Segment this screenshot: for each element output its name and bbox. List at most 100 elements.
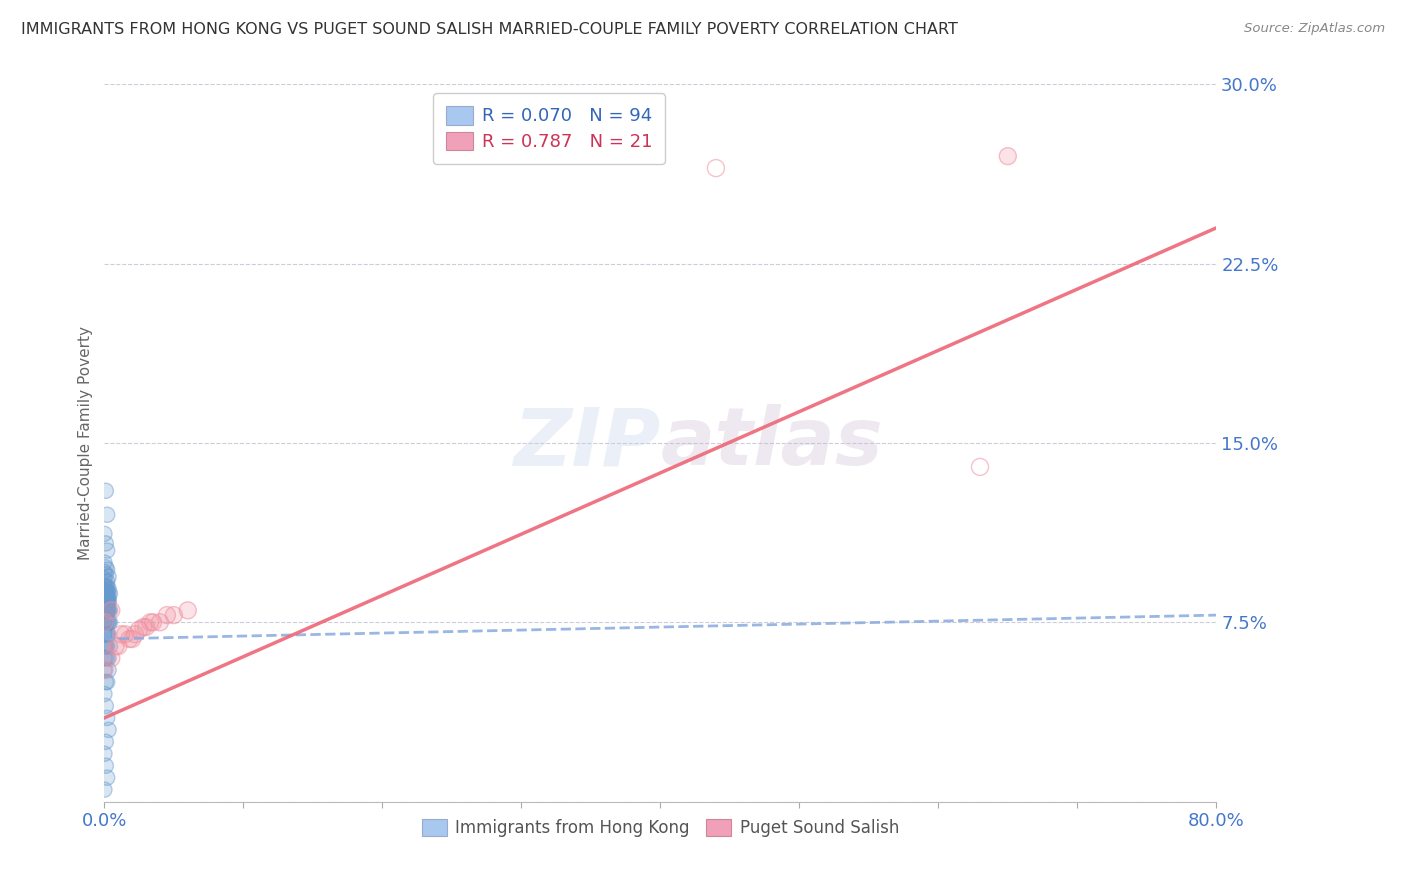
- Point: [124, 627, 146, 641]
- Point: [96, 579, 118, 593]
- Point: [94, 582, 117, 596]
- Point: [96, 627, 118, 641]
- Point: [97, 596, 120, 610]
- Point: [93, 687, 115, 701]
- Point: [114, 627, 136, 641]
- Point: [177, 603, 200, 617]
- Point: [94, 596, 117, 610]
- Point: [93, 586, 115, 600]
- Point: [94, 639, 117, 653]
- Point: [96, 603, 118, 617]
- Point: [93, 615, 115, 630]
- Point: [93, 603, 115, 617]
- Point: [93, 603, 115, 617]
- Point: [156, 608, 179, 623]
- Point: [177, 603, 200, 617]
- Point: [96, 591, 118, 606]
- Point: [969, 459, 991, 474]
- Point: [97, 723, 120, 737]
- Point: [96, 711, 118, 725]
- Point: [93, 615, 115, 630]
- Point: [96, 584, 118, 599]
- Point: [98, 603, 121, 617]
- Point: [96, 603, 118, 617]
- Point: [94, 567, 117, 582]
- Point: [93, 639, 115, 653]
- Point: [97, 615, 120, 630]
- Point: [96, 579, 118, 593]
- Point: [135, 620, 157, 634]
- Legend: Immigrants from Hong Kong, Puget Sound Salish: Immigrants from Hong Kong, Puget Sound S…: [415, 812, 905, 844]
- Point: [94, 536, 117, 550]
- Point: [94, 758, 117, 772]
- Point: [94, 603, 117, 617]
- Point: [94, 579, 117, 593]
- Point: [96, 563, 118, 577]
- Point: [96, 603, 118, 617]
- Point: [98, 615, 121, 630]
- Point: [97, 651, 120, 665]
- Point: [97, 591, 120, 606]
- Point: [94, 615, 117, 630]
- Point: [96, 574, 118, 589]
- Point: [97, 603, 120, 617]
- Point: [93, 565, 115, 579]
- Point: [97, 615, 120, 630]
- Point: [94, 675, 117, 690]
- Point: [97, 582, 120, 596]
- Point: [93, 586, 115, 600]
- Point: [96, 627, 118, 641]
- Point: [93, 579, 115, 593]
- Point: [128, 623, 150, 637]
- Point: [96, 596, 118, 610]
- Point: [110, 627, 132, 641]
- Point: [93, 639, 115, 653]
- Point: [93, 627, 115, 641]
- Point: [149, 615, 172, 630]
- Point: [97, 663, 120, 677]
- Point: [93, 747, 115, 761]
- Point: [94, 651, 117, 665]
- Point: [93, 594, 115, 608]
- Point: [93, 586, 115, 600]
- Point: [93, 651, 115, 665]
- Point: [96, 508, 118, 522]
- Point: [118, 632, 141, 646]
- Point: [163, 608, 186, 623]
- Point: [142, 615, 165, 630]
- Text: IMMIGRANTS FROM HONG KONG VS PUGET SOUND SALISH MARRIED-COUPLE FAMILY POVERTY CO: IMMIGRANTS FROM HONG KONG VS PUGET SOUND…: [21, 22, 957, 37]
- Point: [94, 591, 117, 606]
- Point: [97, 615, 120, 630]
- Point: [93, 627, 115, 641]
- Point: [96, 596, 118, 610]
- Point: [96, 603, 118, 617]
- Point: [142, 615, 165, 630]
- Point: [97, 615, 120, 630]
- Point: [93, 615, 115, 630]
- Point: [94, 596, 117, 610]
- Point: [96, 603, 118, 617]
- Point: [94, 615, 117, 630]
- Point: [93, 526, 115, 541]
- Point: [110, 627, 132, 641]
- Point: [96, 586, 118, 600]
- Point: [96, 603, 118, 617]
- Point: [96, 615, 118, 630]
- Text: atlas: atlas: [661, 404, 883, 482]
- Point: [96, 596, 118, 610]
- Point: [132, 620, 155, 634]
- Point: [93, 603, 115, 617]
- Point: [96, 651, 118, 665]
- Point: [98, 603, 121, 617]
- Point: [93, 651, 115, 665]
- Point: [94, 599, 117, 613]
- Point: [96, 574, 118, 589]
- Point: [94, 603, 117, 617]
- Point: [94, 758, 117, 772]
- Point: [97, 596, 120, 610]
- Point: [163, 608, 186, 623]
- Point: [93, 663, 115, 677]
- Point: [97, 603, 120, 617]
- Point: [135, 620, 157, 634]
- Point: [93, 615, 115, 630]
